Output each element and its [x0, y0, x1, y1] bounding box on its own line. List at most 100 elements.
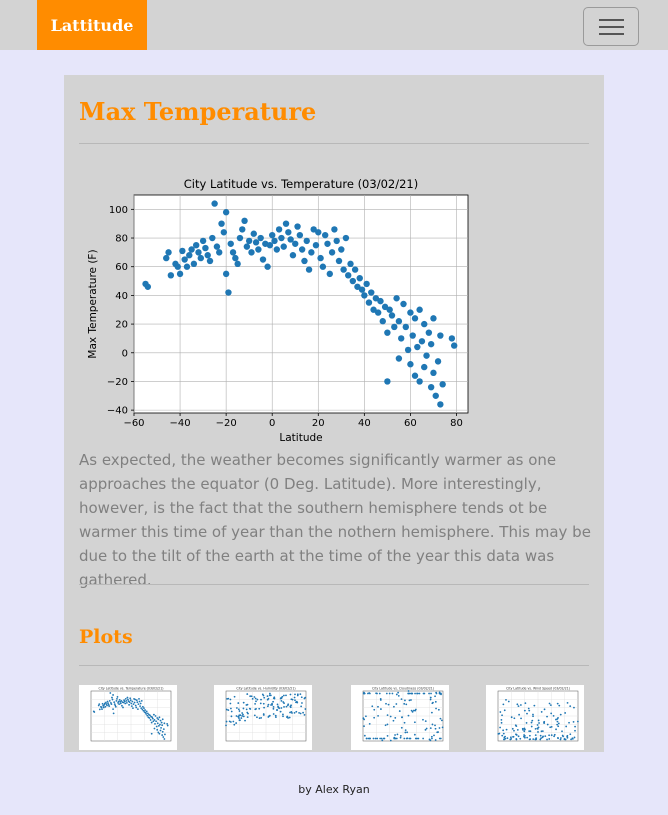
thumb-point: [296, 693, 299, 696]
thumb-point: [283, 702, 285, 705]
thumb-point: [389, 715, 392, 718]
thumb-point: [385, 692, 388, 695]
scatter-point: [342, 234, 350, 242]
thumb-point: [145, 710, 148, 713]
thumb-title: City Latitude vs. Wind Speed (03/02/21): [506, 687, 570, 691]
thumb-point: [557, 722, 560, 725]
thumb-point: [563, 737, 566, 740]
thumb-point: [422, 737, 425, 740]
thumb-point: [564, 712, 567, 714]
brand-link[interactable]: Lattitude: [37, 0, 147, 50]
divider: [79, 143, 589, 144]
thumb-point: [266, 705, 269, 708]
thumb-point: [571, 737, 574, 740]
navbar-toggle-button[interactable]: [583, 7, 639, 46]
thumb-point: [519, 737, 522, 740]
scatter-point: [239, 226, 246, 233]
scatter-point: [211, 200, 218, 207]
thumb-point: [128, 701, 131, 704]
scatter-point: [404, 346, 412, 354]
thumb-point: [245, 708, 248, 711]
x-tick-label: 80: [450, 418, 463, 429]
thumb-point: [501, 734, 504, 737]
plot-thumbnail-wind-speed[interactable]: City Latitude vs. Wind Speed (03/02/21): [486, 685, 584, 750]
description-text: As expected, the weather becomes signifi…: [79, 451, 591, 589]
thumb-point: [134, 698, 137, 701]
thumb-point: [437, 708, 440, 711]
thumb-point: [526, 736, 529, 739]
thumb-point: [125, 701, 128, 704]
thumb-point: [156, 728, 159, 731]
thumb-point: [366, 737, 368, 740]
thumb-point: [500, 718, 503, 721]
thumb-point: [430, 735, 433, 738]
scatter-point: [278, 234, 285, 242]
thumb-title: City Latitude vs. Cloudiness (03/02/21): [372, 687, 434, 691]
x-tick-label: −60: [123, 418, 144, 429]
thumb-point: [161, 734, 164, 736]
thumb-point: [380, 737, 383, 740]
thumb-point: [405, 737, 408, 740]
thumb-point: [397, 691, 400, 694]
thumb-point: [238, 719, 241, 721]
thumb-point: [129, 699, 132, 702]
thumb-point: [138, 700, 141, 703]
thumb-point: [282, 694, 285, 697]
thumb-point: [242, 707, 245, 710]
scatter-point: [437, 332, 444, 339]
thumb-point: [114, 705, 117, 708]
scatter-point: [423, 352, 430, 359]
scatter-point: [209, 234, 216, 242]
thumb-point: [283, 705, 285, 708]
thumb-point: [535, 738, 538, 741]
thumb-point: [414, 737, 417, 740]
thumb-point: [510, 716, 513, 719]
thumb-point: [398, 710, 401, 712]
thumb-point: [163, 722, 166, 725]
thumb-point: [300, 696, 303, 699]
scatter-point: [181, 256, 188, 263]
thumb-point: [238, 714, 241, 717]
thumb-point: [136, 701, 139, 704]
thumb-point: [262, 713, 265, 715]
thumb-point: [404, 699, 406, 702]
scatter-point: [326, 270, 333, 278]
thumb-point: [299, 693, 302, 696]
thumb-point: [246, 711, 249, 714]
thumb-point: [499, 726, 502, 729]
plot-thumbnail-cloudiness[interactable]: City Latitude vs. Cloudiness (03/02/21): [351, 685, 449, 750]
y-tick-label: 20: [115, 320, 128, 331]
thumb-title: City Latitude vs. Temperature (03/02/21): [99, 687, 164, 691]
scatter-point: [264, 263, 271, 270]
thumb-point: [425, 727, 428, 730]
scatter-point: [269, 231, 276, 239]
thumb-point: [107, 702, 110, 705]
thumb-point: [161, 730, 164, 733]
scatter-point: [377, 297, 384, 305]
scatter-point: [216, 249, 223, 256]
scatter-point: [361, 292, 368, 299]
thumb-point: [546, 738, 548, 741]
x-tick-label: −20: [216, 418, 237, 429]
thumb-point: [506, 737, 509, 740]
scatter-point: [363, 280, 370, 288]
scatter-point: [349, 277, 357, 285]
thumb-point: [413, 733, 416, 736]
scatter-point: [259, 256, 267, 263]
thumb-point: [504, 735, 506, 738]
thumb-point: [112, 708, 114, 710]
scatter-point: [174, 263, 181, 270]
thumb-point: [267, 697, 270, 700]
thumb-point: [235, 722, 238, 724]
thumb-point: [237, 708, 240, 711]
thumb-point: [404, 731, 407, 734]
thumb-point: [162, 728, 165, 731]
thumb-point: [550, 734, 553, 737]
thumb-point: [153, 727, 156, 730]
plot-thumbnail-temperature[interactable]: City Latitude vs. Temperature (03/02/21): [79, 685, 177, 750]
thumb-point: [363, 718, 366, 721]
thumb-point: [517, 705, 520, 708]
scatter-point: [213, 243, 221, 250]
plot-thumbnail-humidity[interactable]: City Latitude vs. Humidity (03/02/21): [214, 685, 312, 750]
thumb-point: [124, 697, 127, 700]
